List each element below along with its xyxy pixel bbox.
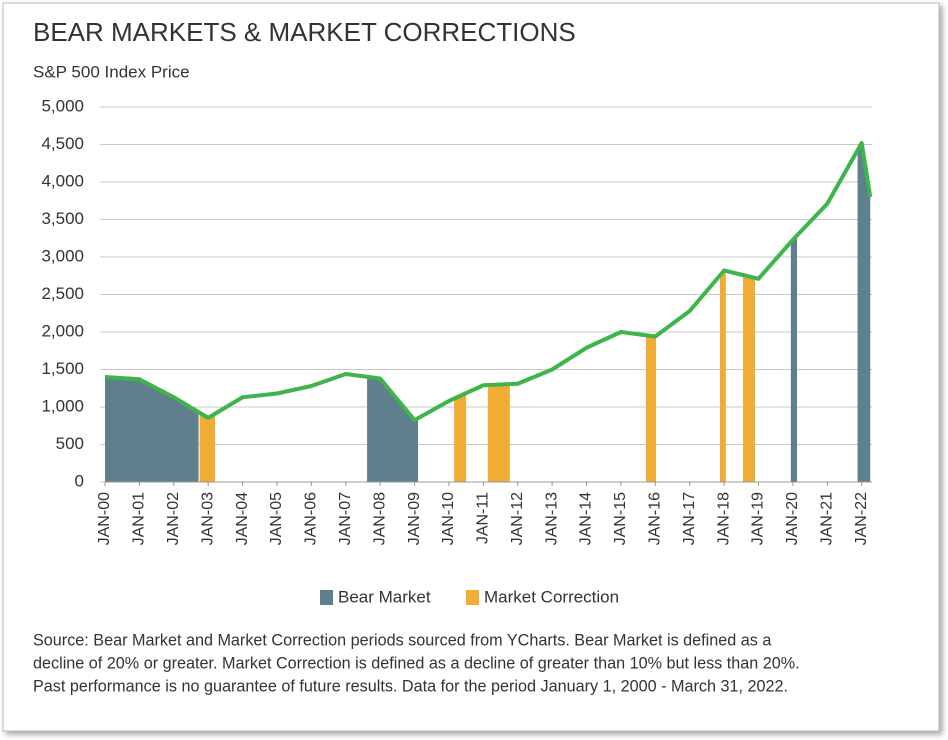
x-tick-label: JAN-09 (406, 492, 423, 545)
period-area (857, 143, 871, 482)
price-line (104, 141, 873, 423)
source-note: Past performance is no guarantee of futu… (33, 677, 788, 695)
x-tick-label: JAN-02 (165, 492, 182, 545)
y-tick-label: 3,000 (41, 246, 84, 265)
y-tick-label: 5,000 (41, 96, 84, 115)
y-tick-label: 2,500 (41, 284, 84, 303)
y-tick-label: 1,000 (41, 396, 84, 415)
y-tick-label: 3,500 (41, 209, 84, 228)
x-tick-label: JAN-11 (475, 492, 492, 544)
x-tick-label: JAN-17 (681, 492, 698, 545)
y-tick-label: 0 (75, 471, 84, 490)
period-area (719, 270, 726, 482)
legend-label: Bear Market (338, 587, 431, 606)
period-area (454, 393, 467, 482)
period-area (105, 377, 199, 482)
legend-label: Market Correction (484, 587, 619, 606)
x-tick-label: JAN-00 (96, 492, 113, 545)
period-area (743, 275, 756, 482)
frame (2, 2, 940, 732)
x-tick-label: JAN-19 (750, 492, 767, 545)
x-tick-label: JAN-05 (268, 492, 285, 545)
legend-swatch (320, 590, 333, 605)
x-tick-label: JAN-10 (440, 492, 457, 545)
x-tick-label: JAN-07 (337, 492, 354, 545)
x-tick-label: JAN-16 (647, 492, 664, 545)
x-tick-label: JAN-20 (784, 492, 801, 545)
chart-title: BEAR MARKETS & MARKET CORRECTIONS (33, 17, 576, 47)
x-tick-label: JAN-01 (131, 492, 148, 545)
y-tick-label: 4,000 (41, 171, 84, 190)
legend-swatch (466, 590, 479, 605)
source-note: decline of 20% or greater. Market Correc… (33, 654, 800, 672)
y-tick-label: 1,500 (41, 359, 84, 378)
y-tick-label: 500 (56, 434, 84, 453)
x-tick-label: JAN-08 (371, 492, 388, 545)
x-tick-label: JAN-12 (509, 492, 526, 545)
x-tick-label: JAN-15 (612, 492, 629, 545)
x-tick-label: JAN-14 (578, 492, 595, 545)
period-area (367, 376, 418, 482)
period-area (790, 235, 798, 482)
x-tick-label: JAN-18 (715, 492, 732, 545)
source-note: Source: Bear Market and Market Correctio… (33, 631, 771, 649)
x-tick-label: JAN-06 (303, 492, 320, 545)
x-tick-label: JAN-21 (819, 492, 836, 545)
x-tick-label: JAN-04 (234, 492, 251, 545)
period-area (199, 412, 216, 482)
chart-subtitle: S&P 500 Index Price (33, 62, 190, 81)
x-tick-label: JAN-22 (853, 492, 870, 545)
x-tick-label: JAN-03 (199, 492, 216, 545)
y-tick-label: 2,000 (41, 321, 84, 340)
y-tick-label: 4,500 (41, 134, 84, 153)
period-area (646, 335, 657, 482)
x-tick-label: JAN-13 (543, 492, 560, 545)
period-area (487, 384, 510, 482)
